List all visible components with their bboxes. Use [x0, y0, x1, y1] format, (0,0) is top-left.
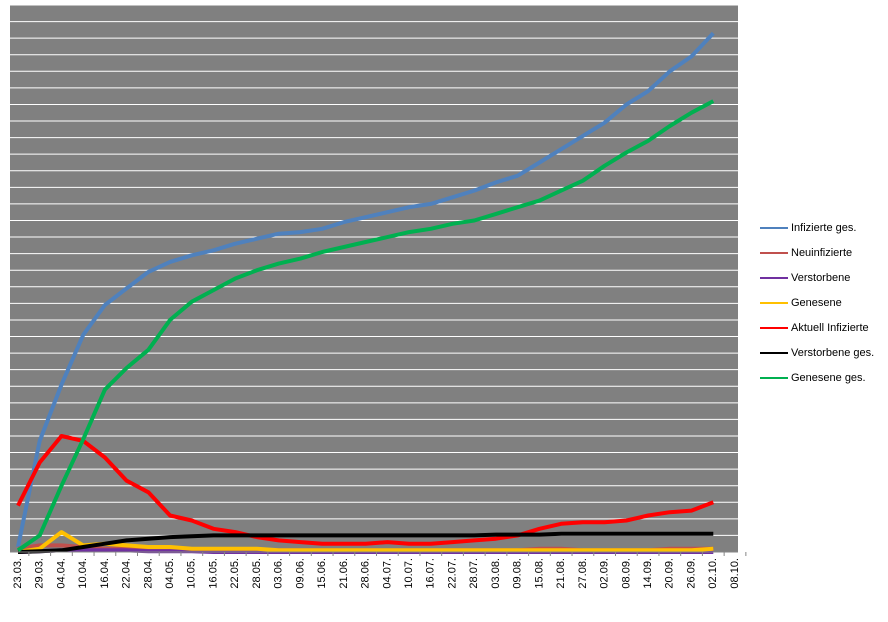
x-tick-label: 04.04. — [55, 558, 67, 589]
x-tick-label: 09.08. — [512, 558, 524, 589]
x-tick-label: 15.06. — [316, 558, 328, 589]
x-tick-label: 04.07. — [381, 558, 393, 589]
x-tick-label: 10.04. — [77, 558, 89, 589]
x-tick-label: 04.05. — [164, 558, 176, 589]
x-axis: 23.03. 29.03. 04.04. 10.04. 16.04. 22.04. 28.0… — [10, 551, 747, 589]
x-tick-label: 08.10. — [729, 558, 741, 589]
legend-label: Genesene ges. — [791, 372, 866, 384]
series-line — [16, 434, 715, 546]
series-line — [17, 531, 714, 554]
x-tick-label: 02.09. — [599, 558, 611, 589]
x-tick-label: 16.07. — [425, 558, 437, 589]
legend-label: Genesene — [791, 297, 842, 309]
x-tick-label: 28.07. — [468, 558, 480, 589]
x-tick-label: 28.04. — [142, 558, 154, 589]
x-tick-label: 27.08. — [577, 558, 589, 589]
x-tick-label: 22.04. — [121, 558, 133, 589]
legend-label: Aktuell Infizierte — [791, 322, 869, 334]
x-tick-label: 16.05. — [207, 558, 219, 589]
plot-area — [10, 5, 738, 552]
series-line — [16, 99, 715, 552]
legend-label: Verstorbene — [791, 272, 850, 284]
x-tick-label: 28.06. — [360, 558, 372, 589]
x-tick-label: 20.09. — [664, 558, 676, 589]
legend-label: Neuinfizierte — [791, 247, 852, 259]
x-tick-label: 22.05. — [229, 558, 241, 589]
x-tick-label: 21.08. — [555, 558, 567, 589]
x-tick-label: 21.06. — [338, 558, 350, 589]
x-tick-label: 26.09. — [685, 558, 697, 589]
x-tick-label: 03.08. — [490, 558, 502, 589]
x-tick-label: 23.03. — [12, 558, 24, 589]
x-tick-label: 10.05. — [186, 558, 198, 589]
grid — [10, 4, 738, 553]
legend-label: Verstorbene ges. — [791, 347, 874, 359]
series-line — [16, 31, 715, 548]
x-tick-label: 10.07. — [403, 558, 415, 589]
x-tick-label: 15.08. — [533, 558, 545, 589]
x-tick-label: 03.06. — [273, 558, 285, 589]
x-tick-label: 29.03. — [34, 558, 46, 589]
x-tick-label: 28.05. — [251, 558, 263, 589]
x-tick-label: 09.06. — [294, 558, 306, 589]
x-tick-label: 02.10. — [707, 558, 719, 589]
legend: Infizierte ges. Neuinfizierte Verstorbene G… — [760, 222, 874, 384]
series-line — [17, 530, 714, 554]
x-tick-label: 14.09. — [642, 558, 654, 589]
x-tick-label: 22.07. — [446, 558, 458, 589]
x-tick-label: 16.04. — [99, 558, 111, 589]
x-tick-label: 08.09. — [620, 558, 632, 589]
legend-label: Infizierte ges. — [791, 222, 856, 234]
